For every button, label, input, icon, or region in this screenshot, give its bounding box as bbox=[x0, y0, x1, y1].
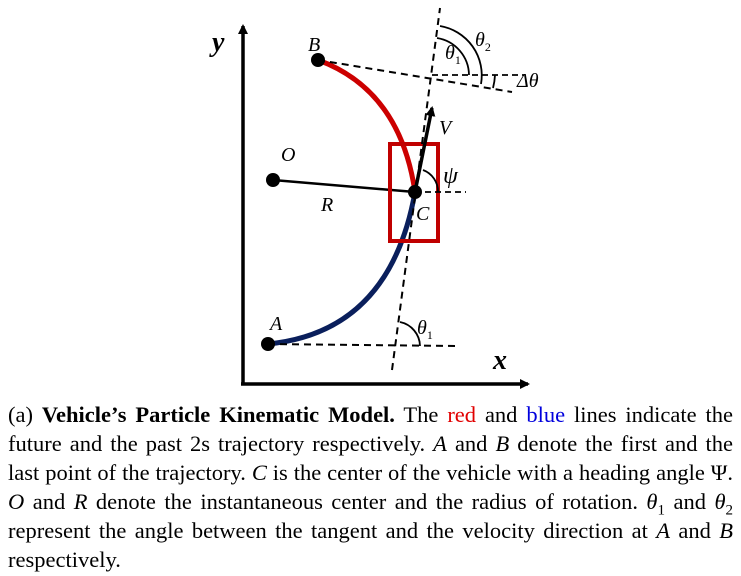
caption-text: and bbox=[664, 489, 715, 514]
caption-text: respectively. bbox=[8, 547, 121, 572]
point-b bbox=[311, 53, 325, 67]
caption-text: and bbox=[669, 518, 720, 543]
caption-text: lines indicate the future and the past 2… bbox=[8, 402, 733, 456]
label-theta1-lower: θ1 bbox=[417, 317, 433, 342]
tangent-at-b bbox=[317, 59, 513, 93]
caption-red-word: red bbox=[447, 402, 477, 427]
caption-text: denote the instantaneous center and the … bbox=[87, 489, 647, 514]
caption-text: is the center of the vehicle with a head… bbox=[266, 460, 733, 485]
horizontal-reference-at-a bbox=[267, 343, 457, 347]
point-o bbox=[266, 173, 280, 187]
caption-text: and bbox=[476, 402, 527, 427]
caption-prefix: (a) bbox=[8, 402, 42, 427]
caption-symbol: θ bbox=[714, 489, 726, 514]
caption-symbol: B bbox=[719, 518, 733, 543]
label-delta-theta: Δθ bbox=[516, 70, 539, 92]
caption-symbol: O bbox=[8, 489, 25, 514]
caption-text: and bbox=[446, 431, 496, 456]
y-axis-label: y bbox=[209, 27, 225, 58]
caption-symbol: A bbox=[656, 518, 670, 543]
figure-caption: (a) Vehicle’s Particle Kinematic Model. … bbox=[8, 400, 733, 574]
point-c bbox=[408, 185, 422, 199]
label-a: A bbox=[268, 313, 283, 335]
caption-text: represent the angle between the tangent … bbox=[8, 518, 657, 543]
caption-blue-word: blue bbox=[526, 402, 566, 427]
caption-symbol: R bbox=[73, 489, 88, 514]
radius-line bbox=[272, 178, 416, 194]
caption-title: Vehicle’s Particle Kinematic Model. bbox=[41, 402, 395, 427]
label-o: O bbox=[281, 144, 295, 166]
caption-text: The bbox=[394, 402, 448, 427]
label-b: B bbox=[308, 34, 320, 56]
delta-theta-arc bbox=[492, 74, 496, 89]
caption-symbol: A bbox=[433, 431, 447, 456]
theta1-arc-upper bbox=[436, 37, 470, 76]
label-v: V bbox=[439, 117, 454, 139]
label-theta2: θ2 bbox=[475, 29, 491, 54]
velocity-arrow bbox=[413, 106, 436, 193]
caption-symbol: θ bbox=[646, 489, 658, 514]
future-trajectory-red bbox=[317, 57, 418, 193]
label-psi: ψ bbox=[443, 163, 459, 189]
label-theta1-upper: θ1 bbox=[445, 42, 461, 67]
caption-text: denote the first and the last point of t… bbox=[8, 431, 733, 485]
past-trajectory-blue bbox=[267, 191, 418, 347]
label-c: C bbox=[416, 203, 430, 225]
point-a bbox=[261, 337, 275, 351]
caption-symbol: B bbox=[495, 431, 510, 456]
caption-text: and bbox=[24, 489, 74, 514]
theta2-arc bbox=[439, 25, 483, 85]
heading-angle-arc bbox=[422, 169, 439, 193]
label-r: R bbox=[320, 194, 333, 216]
x-axis-label: x bbox=[492, 345, 507, 376]
caption-subscript: 1 bbox=[657, 502, 665, 519]
theta1-arc-lower bbox=[399, 321, 421, 347]
caption-subscript: 2 bbox=[725, 502, 734, 519]
caption-symbol: C bbox=[251, 460, 267, 485]
kinematic-model-figure: y x B O R C A V ψ θ1 θ1 θ2 Δθ bbox=[209, 7, 539, 389]
